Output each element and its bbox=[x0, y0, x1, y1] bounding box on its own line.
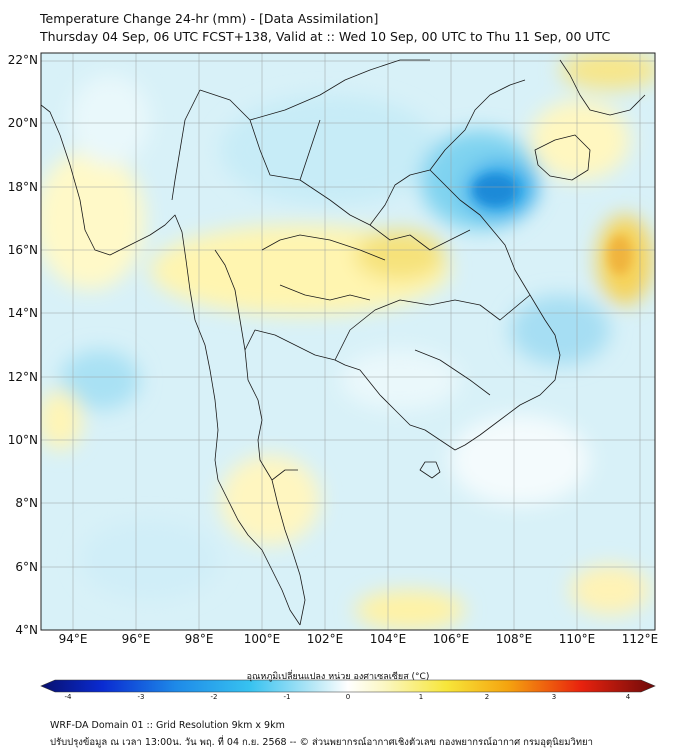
lat-label-20n: 20°N bbox=[7, 116, 38, 130]
lat-label-14n: 14°N bbox=[7, 306, 38, 320]
colorbar-tick: -2 bbox=[210, 693, 218, 701]
field-layer bbox=[41, 53, 655, 630]
colorbar-tick: 3 bbox=[551, 693, 557, 701]
coastlines-and-borders bbox=[41, 59, 646, 626]
lon-label-94e: 94°E bbox=[58, 632, 88, 646]
map-title: Temperature Change 24-hr (mm) - [Data As… bbox=[40, 11, 379, 26]
map-frame bbox=[40, 52, 656, 631]
colorbar-title: อุณหภูมิเปลี่ยนแปลง หน่วย องศาเซลเซียส (… bbox=[246, 672, 430, 682]
lon-label-102e: 102°E bbox=[306, 632, 344, 646]
lon-label-98e: 98°E bbox=[184, 632, 214, 646]
lat-label-18n: 18°N bbox=[7, 180, 38, 194]
lon-label-110e: 110°E bbox=[558, 632, 596, 646]
map-subtitle: Thursday 04 Sep, 06 UTC FCST+138, Valid … bbox=[40, 29, 611, 44]
lat-label-8n: 8°N bbox=[15, 496, 38, 510]
lon-label-108e: 108°E bbox=[495, 632, 533, 646]
lat-label-4n: 4°N bbox=[15, 623, 38, 637]
colorbar-tick: 1 bbox=[418, 693, 424, 701]
colorbar-tick: -1 bbox=[283, 693, 291, 701]
lon-label-100e: 100°E bbox=[243, 632, 281, 646]
colorbar bbox=[40, 679, 656, 693]
lat-label-22n: 22°N bbox=[7, 53, 38, 67]
colorbar-tick: 0 bbox=[345, 693, 351, 701]
lat-label-12n: 12°N bbox=[7, 370, 38, 384]
graticule bbox=[41, 53, 655, 630]
lon-label-96e: 96°E bbox=[121, 632, 151, 646]
update-credit: ปรับปรุงข้อมูล ณ เวลา 13:00น. วัน พฤ. ที… bbox=[50, 737, 593, 748]
lon-label-106e: 106°E bbox=[432, 632, 470, 646]
lon-label-104e: 104°E bbox=[369, 632, 407, 646]
colorbar-tick: 2 bbox=[484, 693, 490, 701]
lon-label-112e: 112°E bbox=[621, 632, 659, 646]
lat-label-10n: 10°N bbox=[7, 433, 38, 447]
model-info: WRF-DA Domain 01 :: Grid Resolution 9km … bbox=[50, 720, 285, 731]
lat-label-16n: 16°N bbox=[7, 243, 38, 257]
colorbar-tick: -3 bbox=[137, 693, 145, 701]
colorbar-tick: 4 bbox=[625, 693, 631, 701]
lat-label-6n: 6°N bbox=[15, 560, 38, 574]
colorbar-tick: -4 bbox=[64, 693, 72, 701]
